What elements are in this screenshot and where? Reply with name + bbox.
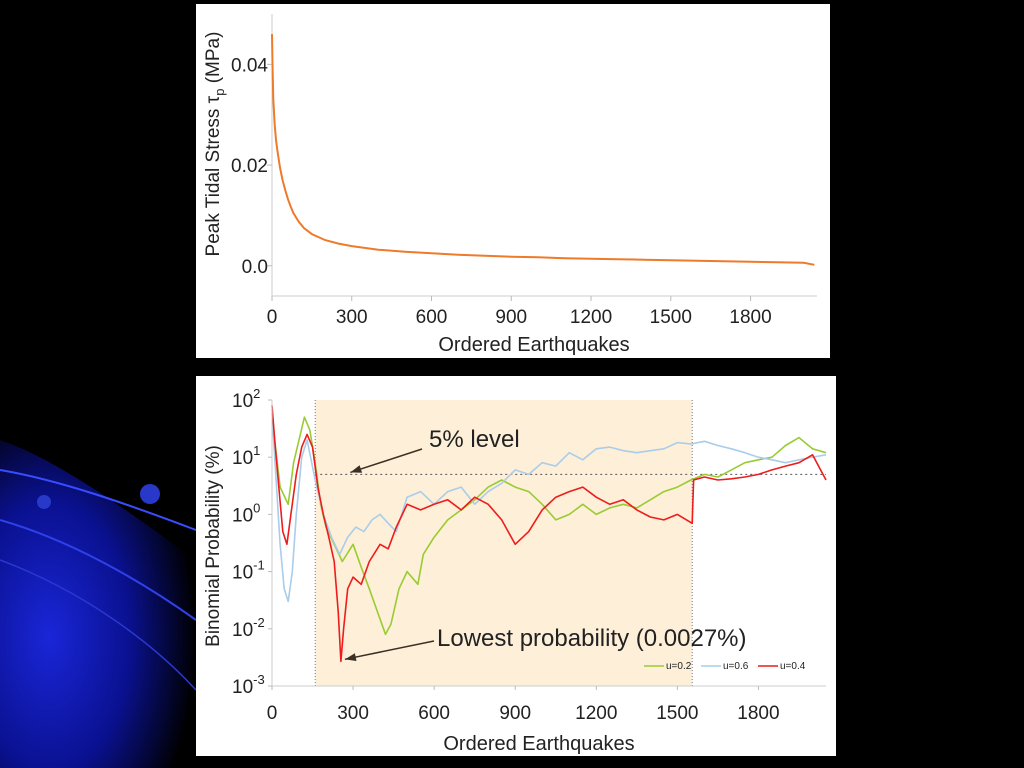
swoosh-line <box>0 469 197 531</box>
tidal-stress-x-axis-label: Ordered Earthquakes <box>438 334 629 356</box>
y-axis-label-main: Peak Tidal Stress τ <box>203 95 224 256</box>
x-tick-label: 1200 <box>570 307 612 328</box>
probability-line-u=0.6 <box>271 412 827 603</box>
probability-series <box>271 405 827 663</box>
y-tick-base: 10 <box>232 563 253 584</box>
x-tick-label: 1500 <box>650 307 692 328</box>
y-tick-label: 0.0 <box>242 257 268 278</box>
tidal-stress-ticks: 0 300 600 900 1200 1500 1800 0.0 0.02 0.04 <box>231 14 817 328</box>
y-tick-base: 10 <box>232 391 253 412</box>
highlighted-range <box>315 400 693 686</box>
lowest-probability-arrow <box>344 640 435 661</box>
y-tick-exponent: 0 <box>253 500 260 515</box>
y-tick-exponent: -3 <box>253 672 265 687</box>
x-tick-label: 0 <box>267 703 278 724</box>
y-tick-base: 10 <box>232 505 253 526</box>
binomial-probability-chart: 0 300 600 900 1200 1500 180010210110010-110-21… <box>203 386 827 755</box>
legend-label-u06: u=0.6 <box>723 661 749 672</box>
y-tick-label: 10-3 <box>232 672 265 698</box>
swoosh-line <box>0 519 197 621</box>
legend-label-u02: u=0.2 <box>666 661 692 672</box>
y-tick-exponent: 2 <box>253 386 260 401</box>
binomial-probability-chart-panel: 0 300 600 900 1200 1500 1800 102 101 100 10-1 10-2 1… <box>196 376 836 756</box>
probability-ticks: 0 300 600 900 1200 1500 180010210110010-110-21… <box>232 386 826 724</box>
tidal-stress-series <box>271 34 815 266</box>
x-tick-label: 900 <box>499 703 531 724</box>
five-percent-arrow <box>350 448 423 474</box>
y-tick-label: 102 <box>232 386 260 412</box>
y-tick-label: 0.04 <box>231 55 268 76</box>
lowest-probability-arrowhead <box>344 653 357 662</box>
lowest-probability-annotation: Lowest probability (0.0027%) <box>437 625 747 652</box>
x-tick-label: 0 <box>267 307 278 328</box>
swoosh-line <box>0 559 197 691</box>
y-tick-label: 10-2 <box>232 615 265 641</box>
x-tick-label: 600 <box>418 703 450 724</box>
x-tick-label: 1800 <box>737 703 779 724</box>
y-axis-label-unit: (MPa) <box>203 32 224 89</box>
legend: u=0.2 u=0.6 u=0.4 <box>644 661 806 672</box>
y-tick-exponent: -1 <box>253 558 265 573</box>
probability-y-axis-label: Binomial Probability (%) <box>203 445 224 647</box>
tidal-stress-line <box>271 34 815 266</box>
y-tick-base: 10 <box>232 677 253 698</box>
legend-label-u04: u=0.4 <box>780 661 806 672</box>
decorative-dot <box>37 495 51 509</box>
x-tick-label: 900 <box>495 307 527 328</box>
y-tick-label: 10-1 <box>232 558 265 584</box>
y-tick-base: 10 <box>232 620 253 641</box>
x-tick-label: 1800 <box>729 307 771 328</box>
five-percent-arrowhead <box>350 465 363 473</box>
y-tick-label: 100 <box>232 500 260 526</box>
tidal-stress-y-axis-label: Peak Tidal Stress τp (MPa) <box>203 32 227 257</box>
x-tick-label: 1500 <box>656 703 698 724</box>
y-tick-base: 10 <box>232 448 253 469</box>
x-tick-label: 300 <box>337 703 369 724</box>
y-tick-label: 0.02 <box>231 156 268 177</box>
y-tick-exponent: -2 <box>253 615 265 630</box>
x-tick-label: 300 <box>336 307 368 328</box>
probability-line-u=0.4 <box>271 405 827 663</box>
y-tick-exponent: 1 <box>253 443 260 458</box>
blue-glow <box>0 440 196 768</box>
probability-x-axis-label: Ordered Earthquakes <box>443 733 634 755</box>
y-axis-label-subscript: p <box>212 89 227 96</box>
tidal-stress-chart-panel: 0 300 600 900 1200 1500 1800 0.0 0.02 0.04 Ordere… <box>196 4 830 358</box>
x-tick-label: 600 <box>416 307 448 328</box>
y-tick-label: 101 <box>232 443 260 469</box>
x-tick-label: 1200 <box>575 703 617 724</box>
five-percent-annotation: 5% level <box>429 426 520 453</box>
tidal-stress-chart: 0 300 600 900 1200 1500 1800 0.0 0.02 0.04 Ordere… <box>203 14 817 356</box>
decorative-dot <box>140 484 160 504</box>
